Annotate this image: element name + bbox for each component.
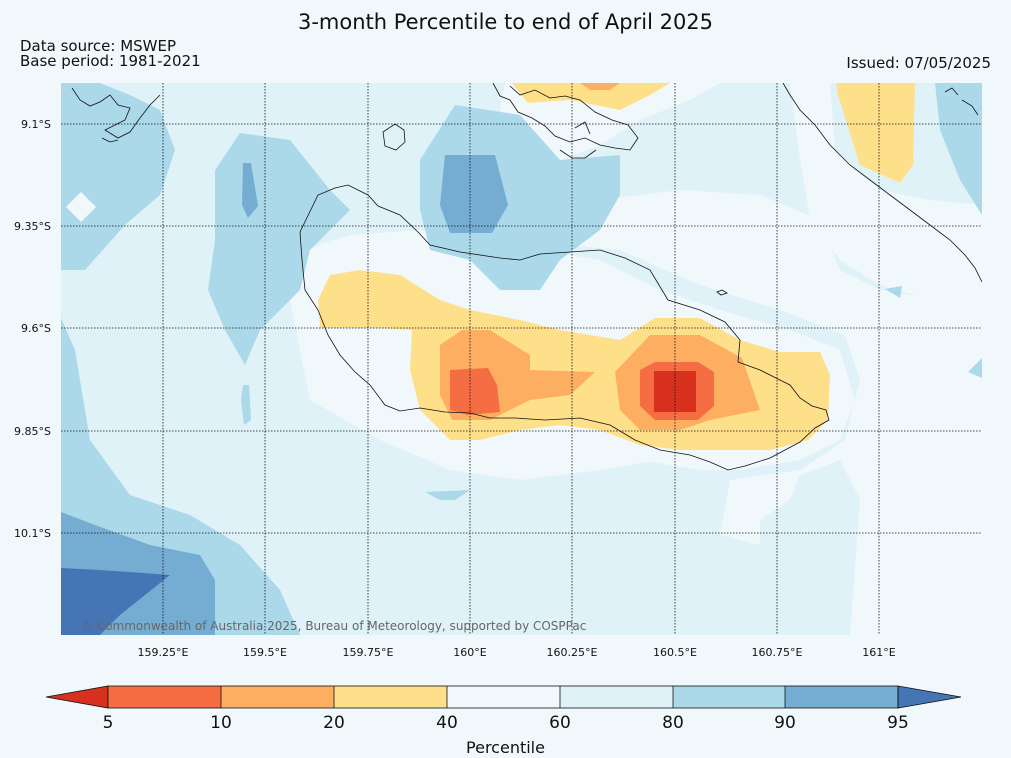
colorbar-tick: 60 (549, 713, 571, 733)
lon-label: 159.75°E (343, 646, 394, 659)
data-source-text: Data source: MSWEP (20, 37, 177, 55)
lon-label: 160°E (453, 646, 486, 659)
lon-label: 161°E (862, 646, 895, 659)
colorbar-swatch (785, 686, 898, 708)
lat-label: 9.1°S (21, 118, 51, 131)
lon-label: 160.25°E (547, 646, 598, 659)
colorbar-tick: 90 (774, 713, 796, 733)
band-40-60-diamond (66, 192, 96, 222)
lon-label: 160.5°E (653, 646, 697, 659)
lon-label: 159.5°E (243, 646, 287, 659)
colorbar-tick: 20 (323, 713, 345, 733)
colorbar-tick: 10 (210, 713, 232, 733)
map-title: 3-month Percentile to end of April 2025 (297, 10, 714, 34)
band-40-60-north (500, 83, 720, 160)
colorbar-swatch (447, 686, 560, 708)
band-80-90-small4 (968, 358, 982, 378)
band-80-90-ne (935, 83, 982, 215)
lat-label: 10.1°S (14, 527, 51, 540)
coastline-islet (716, 289, 728, 296)
coastline-florida-islands (492, 83, 639, 151)
colorbar-label: Percentile (466, 738, 545, 757)
data-source-info: Data source: MSWEP Base period: 1981-202… (20, 39, 201, 69)
colorbar-dividers (220, 686, 786, 708)
colorbar: 5 10 20 40 60 80 90 95 (45, 685, 962, 733)
colorbar-tick: 5 (103, 713, 114, 733)
colorbar-tick: 40 (436, 713, 458, 733)
colorbar-extend-low (45, 685, 109, 709)
colorbar-frame (107, 685, 899, 709)
base-period-text: Base period: 1981-2021 (20, 52, 201, 70)
colorbar-swatch (673, 686, 785, 708)
band-90-95-center (440, 155, 508, 233)
band-10-20-north (580, 83, 620, 90)
band-5-10-west (450, 368, 500, 415)
issued-date: Issued: 07/05/2025 (846, 54, 991, 72)
band-90-95-cw (242, 163, 258, 218)
colorbar-swatch (560, 686, 673, 708)
latitude-labels: 9.1°S 9.35°S 9.6°S 9.85°S 10.1°S (14, 118, 51, 540)
contour-fill (61, 83, 982, 635)
band-80-90-west (61, 83, 175, 270)
band-20-40-north (512, 83, 670, 110)
lon-label: 160.75°E (752, 646, 803, 659)
colorbar-swatch (108, 686, 221, 708)
graticule (61, 83, 982, 635)
coastline-ne-islets (944, 87, 979, 116)
colorbar-swatch (334, 686, 447, 708)
longitude-labels: 159.25°E 159.5°E 159.75°E 160°E 160.25°E… (138, 646, 896, 659)
copyright-credit: © Commonwealth of Australia 2025, Bureau… (81, 619, 586, 633)
lat-label: 9.6°S (21, 322, 51, 335)
coastlines (71, 83, 982, 471)
band-80-90-small2 (425, 490, 470, 500)
lat-label: 9.85°S (14, 425, 51, 438)
coastline-malaita (782, 83, 982, 283)
band-above-95 (61, 568, 170, 635)
colorbar-tick: 95 (887, 713, 909, 733)
band-80-90-small3 (885, 286, 902, 298)
colorbar-tick: 80 (662, 713, 684, 733)
coastline-russell-islands (71, 87, 161, 143)
coastline-guadalcanal (299, 184, 830, 471)
band-80-90-small1 (241, 385, 251, 425)
colorbar-extend-high (897, 685, 962, 709)
lon-label: 159.25°E (138, 646, 189, 659)
colorbar-swatch (221, 686, 334, 708)
band-80-90-center (420, 105, 620, 290)
band-20-40-ne (836, 83, 915, 183)
coastline-savo-island (382, 123, 406, 151)
coastline-small-islets (559, 121, 597, 159)
lat-label: 9.35°S (14, 220, 51, 233)
